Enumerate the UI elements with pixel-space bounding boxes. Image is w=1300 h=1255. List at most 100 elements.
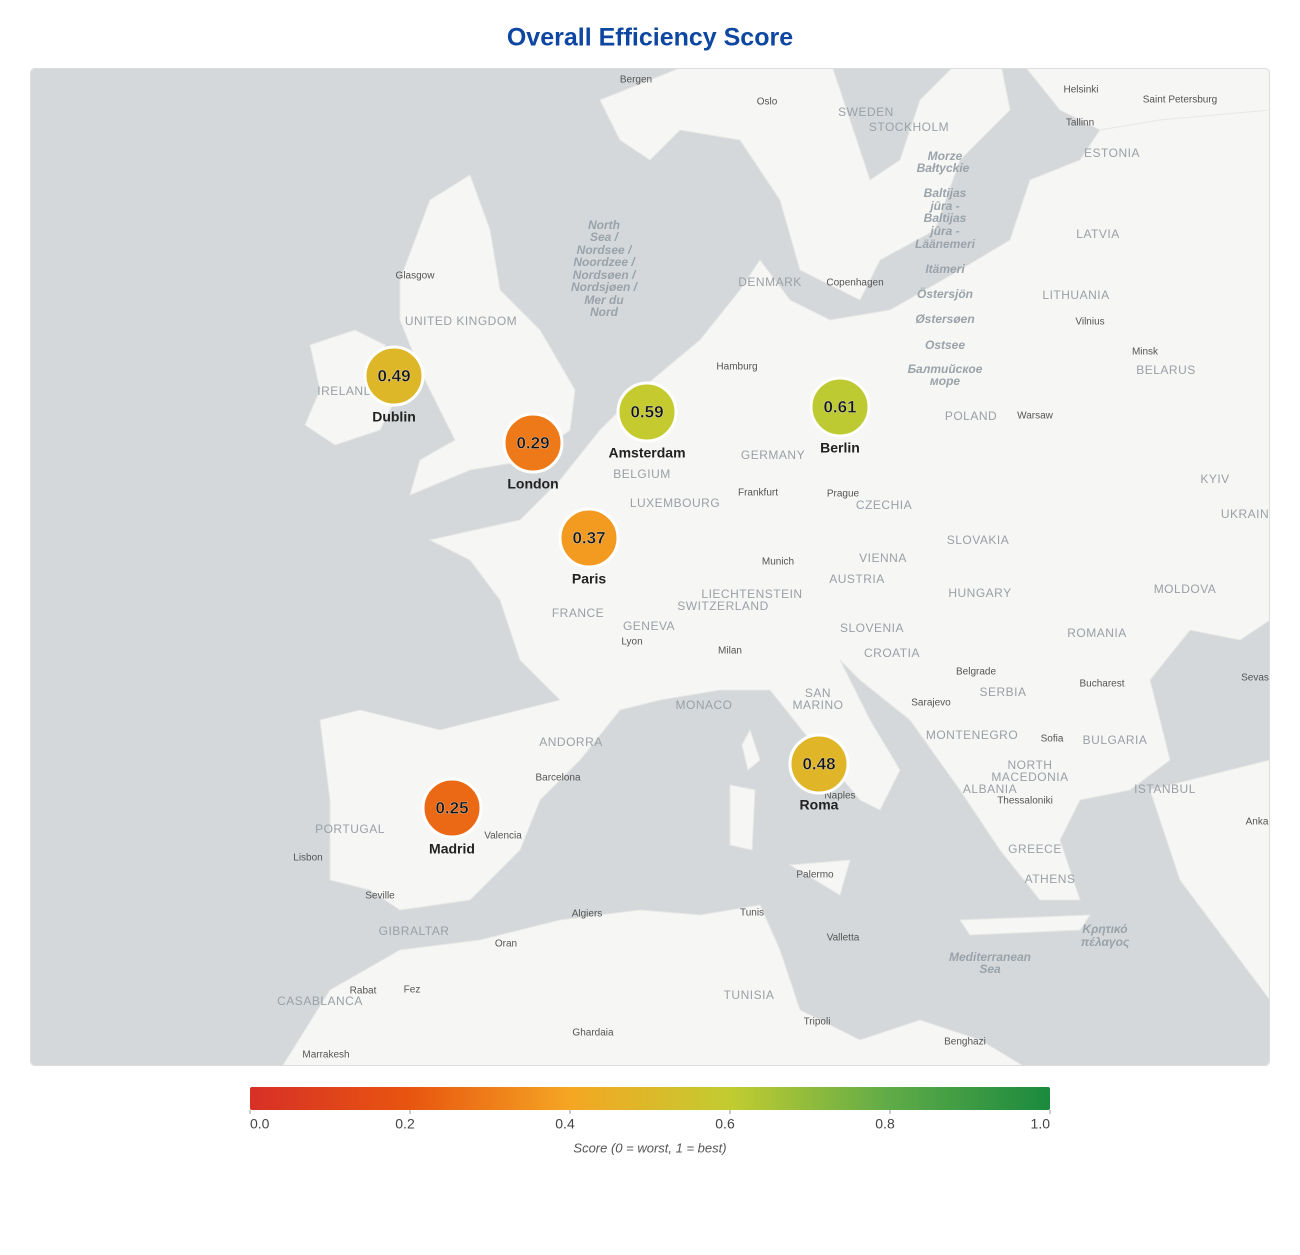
map-label: Sevas bbox=[1241, 673, 1269, 684]
colorbar-tick-label: 0.8 bbox=[875, 1116, 895, 1132]
map-label: Lyon bbox=[621, 637, 642, 648]
city-marker: 0.37 Paris bbox=[558, 507, 620, 587]
map-label: Läänemeri bbox=[915, 237, 976, 251]
map-label: POLAND bbox=[945, 409, 997, 423]
map-label: CROATIA bbox=[864, 646, 920, 660]
map-label: Sea bbox=[979, 962, 1001, 976]
map-label: Østersøen bbox=[915, 312, 974, 326]
map-label: GIBRALTAR bbox=[379, 924, 450, 938]
map-label: Bucharest bbox=[1079, 679, 1124, 690]
marker-city: Dublin bbox=[372, 409, 416, 425]
map-label: GENEVA bbox=[623, 619, 675, 633]
map-label: Lisbon bbox=[293, 853, 322, 864]
marker-value: 0.29 bbox=[516, 433, 549, 452]
marker-value: 0.59 bbox=[630, 402, 663, 421]
map-label: KYIV bbox=[1200, 472, 1229, 486]
map-label: Oran bbox=[495, 939, 517, 950]
map-label: Sofia bbox=[1041, 734, 1064, 745]
map-label: BELARUS bbox=[1136, 363, 1196, 377]
map-label: Naples bbox=[824, 791, 855, 802]
map-label: Barcelona bbox=[535, 773, 580, 784]
map-label: Bergen bbox=[620, 75, 652, 86]
city-marker: 0.59 Amsterdam bbox=[608, 381, 686, 461]
map-label: Fez bbox=[404, 985, 421, 996]
marker-circle bbox=[788, 733, 850, 795]
map-label: GREECE bbox=[1008, 842, 1062, 856]
map-label: CASABLANCA bbox=[277, 994, 363, 1008]
colorbar-caption: Score (0 = worst, 1 = best) bbox=[573, 1140, 726, 1155]
map-label: πέλαγος bbox=[1081, 935, 1130, 949]
map-label: Benghazi bbox=[944, 1037, 986, 1048]
map-label: Nord bbox=[590, 305, 619, 319]
map-label: ANDORRA bbox=[539, 735, 603, 749]
marker-city: London bbox=[507, 476, 558, 492]
map-label: ALBANIA bbox=[963, 782, 1017, 796]
map-label: Frankfurt bbox=[738, 488, 778, 499]
map-label: UNITED KINGDOM bbox=[405, 314, 517, 328]
map-label: Nordsee / bbox=[577, 243, 633, 257]
map-label: CZECHIA bbox=[856, 498, 912, 512]
map-label: PORTUGAL bbox=[315, 822, 385, 836]
map-label: Warsaw bbox=[1017, 411, 1054, 422]
colorbar-tick-label: 0.0 bbox=[250, 1116, 270, 1132]
map-label: Tallinn bbox=[1066, 118, 1094, 129]
marker-circle bbox=[363, 345, 425, 407]
marker-city: Berlin bbox=[820, 440, 860, 456]
map-label: Algiers bbox=[572, 909, 603, 920]
map-label: Tunis bbox=[740, 908, 764, 919]
map-label: SLOVENIA bbox=[840, 621, 904, 635]
map-label: Sea / bbox=[590, 230, 620, 244]
marker-city: Madrid bbox=[429, 841, 475, 857]
map-label: jūra - bbox=[928, 224, 959, 238]
map-label: Mediterranean bbox=[949, 950, 1031, 964]
map-label: AUSTRIA bbox=[829, 572, 885, 586]
marker-city: Amsterdam bbox=[608, 445, 685, 461]
map-label: Valletta bbox=[827, 933, 860, 944]
map-label: MOLDOVA bbox=[1154, 582, 1217, 596]
city-marker: 0.49 Dublin bbox=[363, 345, 425, 425]
map-label: Noordzee / bbox=[573, 255, 636, 269]
marker-city: Paris bbox=[572, 571, 606, 587]
map-label: Nordsøen / bbox=[573, 268, 637, 282]
map-label: ROMANIA bbox=[1067, 626, 1127, 640]
city-marker: 0.48 Roma bbox=[788, 733, 850, 813]
map-label: Minsk bbox=[1132, 347, 1159, 358]
map-label: DENMARK bbox=[738, 275, 802, 289]
map-label: Munich bbox=[762, 557, 794, 568]
map-label: Marrakesh bbox=[302, 1050, 349, 1061]
map-label: GERMANY bbox=[741, 448, 805, 462]
map-label: Baltijas bbox=[924, 186, 967, 200]
map-label: Saint Petersburg bbox=[1143, 95, 1218, 106]
map-label: LITHUANIA bbox=[1042, 288, 1109, 302]
map-label: VIENNA bbox=[859, 551, 907, 565]
marker-value: 0.37 bbox=[572, 528, 605, 547]
map-label: Vilnius bbox=[1075, 317, 1104, 328]
map-label: North bbox=[588, 218, 620, 232]
map-label: BULGARIA bbox=[1083, 733, 1148, 747]
map-label: Palermo bbox=[796, 870, 834, 881]
colorbar-tick-label: 0.4 bbox=[555, 1116, 575, 1132]
map-label: Copenhagen bbox=[826, 278, 883, 289]
map-label: MONTENEGRO bbox=[926, 728, 1018, 742]
colorbar-tick-label: 1.0 bbox=[1031, 1116, 1051, 1132]
map-label: Tripoli bbox=[804, 1017, 831, 1028]
city-marker: 0.61 Berlin bbox=[809, 376, 871, 456]
map-label: IRELAND bbox=[317, 384, 373, 398]
map-label: MONACO bbox=[676, 698, 733, 712]
map-label: SERBIA bbox=[979, 685, 1026, 699]
land bbox=[279, 69, 1269, 1065]
map-label: Milan bbox=[718, 646, 742, 657]
map-label: UKRAIN bbox=[1221, 507, 1269, 521]
city-marker: 0.29 London bbox=[502, 412, 564, 492]
map-label: MARINO bbox=[793, 698, 844, 712]
city-marker: 0.25 Madrid bbox=[421, 777, 483, 857]
colorbar bbox=[250, 1087, 1050, 1110]
title: Overall Efficiency Score bbox=[507, 24, 793, 52]
marker-value: 0.25 bbox=[435, 798, 468, 817]
map-label: Thessaloniki bbox=[997, 796, 1053, 807]
map-label: Κρητικό bbox=[1082, 922, 1127, 936]
map-frame bbox=[30, 68, 1270, 1066]
map-label: ISTANBUL bbox=[1134, 782, 1196, 796]
